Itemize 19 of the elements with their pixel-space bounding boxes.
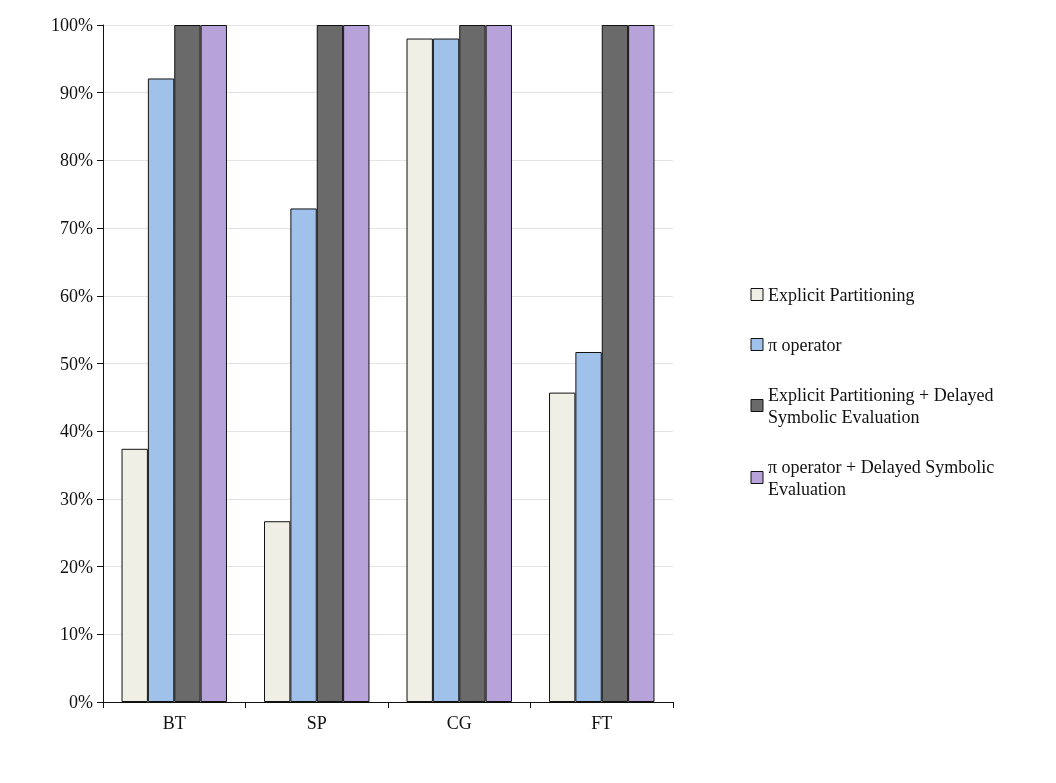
y-tick-label: 90% bbox=[60, 82, 93, 103]
legend-label: π operator + Delayed Symbolic Evaluation bbox=[768, 456, 999, 499]
x-tick-label: SP bbox=[306, 713, 327, 733]
legend-label: Explicit Partitioning + Delayed Symbolic Evaluation bbox=[768, 384, 999, 427]
y-tick-label: 60% bbox=[60, 285, 93, 306]
y-tick-label: 70% bbox=[60, 218, 93, 239]
y-tick-label: 30% bbox=[60, 488, 93, 509]
x-tick-label: CG bbox=[446, 713, 472, 733]
y-tick-label: 100% bbox=[51, 15, 93, 35]
y-tick-label: 0% bbox=[69, 692, 93, 712]
y-tick-label: 10% bbox=[60, 624, 93, 645]
y-tick-label: 20% bbox=[60, 556, 93, 577]
y-tick-label: 40% bbox=[60, 421, 93, 442]
x-tick-label: BT bbox=[162, 713, 186, 733]
legend-label: π operator bbox=[768, 334, 842, 355]
y-tick-label: 80% bbox=[60, 150, 93, 171]
x-tick-label: FT bbox=[591, 713, 613, 733]
y-tick-label: 50% bbox=[60, 353, 93, 374]
legend-label: Explicit Partitioning bbox=[768, 284, 915, 305]
